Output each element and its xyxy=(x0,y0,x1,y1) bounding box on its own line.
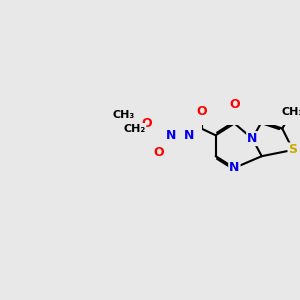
Text: N: N xyxy=(247,132,257,145)
Text: CH₃: CH₃ xyxy=(112,110,135,120)
Text: O: O xyxy=(142,116,152,130)
Text: CH₂: CH₂ xyxy=(123,124,146,134)
Text: O: O xyxy=(230,98,240,111)
Text: O: O xyxy=(196,105,206,118)
Text: N: N xyxy=(229,161,240,174)
Text: O: O xyxy=(153,146,164,159)
Text: CH₃: CH₃ xyxy=(281,107,300,117)
Text: N: N xyxy=(166,129,176,142)
Text: N: N xyxy=(184,129,194,142)
Text: S: S xyxy=(289,143,298,156)
